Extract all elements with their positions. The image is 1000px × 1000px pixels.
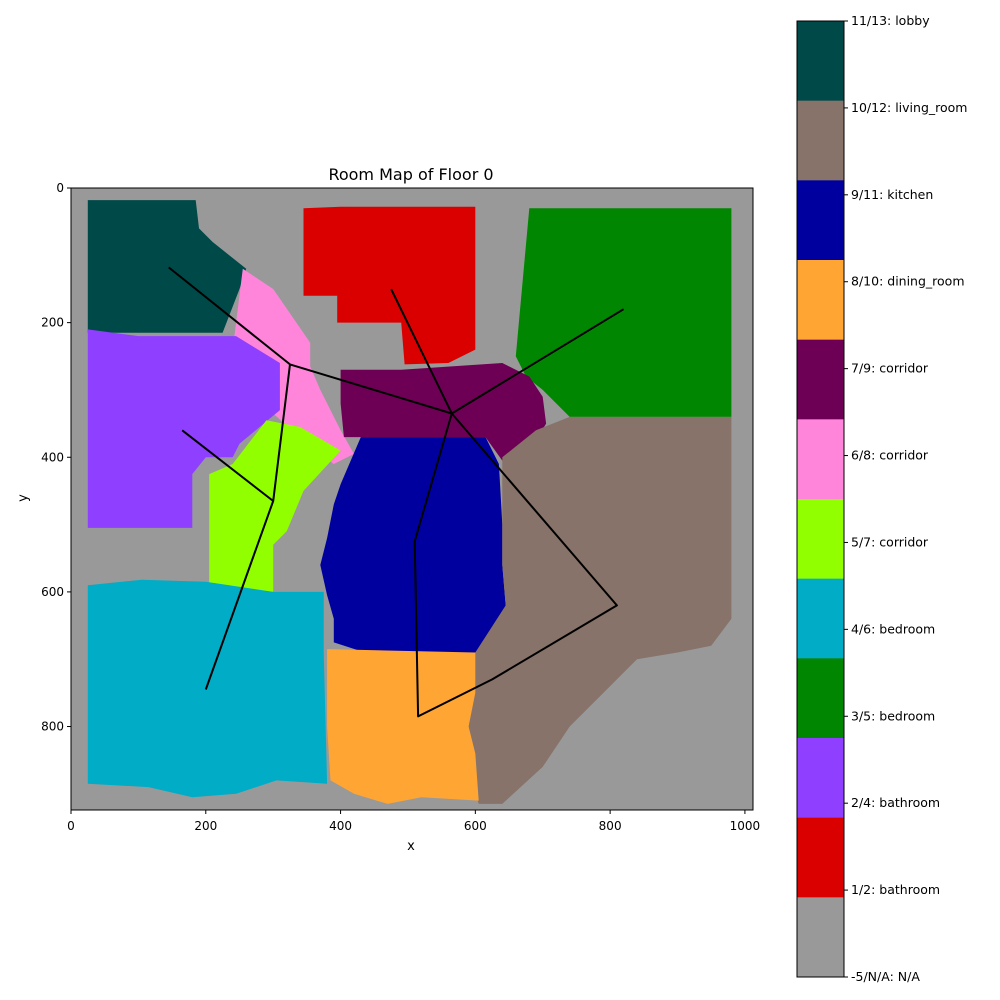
room-bedroom	[515, 208, 732, 417]
colorbar-frame	[796, 20, 845, 978]
room-corridor	[222, 268, 354, 464]
colorbar-cell-corridor	[797, 339, 844, 420]
x-tick-label: 1000	[730, 819, 761, 833]
room-regions	[87, 200, 732, 804]
y-tick-label: 0	[56, 181, 64, 195]
connection-paths	[168, 266, 625, 718]
colorbar-label: 11/13: lobby	[851, 13, 930, 28]
colorbar-label: 1/2: bathroom	[851, 882, 940, 897]
colorbar-cell-lobby	[797, 21, 844, 102]
connection-path	[181, 429, 274, 502]
connection-path	[168, 266, 625, 415]
colorbar-label: -5/N/A: N/A	[851, 969, 920, 984]
room-bedroom	[87, 579, 328, 798]
x-tick-label: 800	[599, 819, 622, 833]
y-tick-label: 600	[41, 585, 64, 599]
y-tick-label: 400	[41, 450, 64, 464]
room-bathroom	[87, 329, 280, 528]
y-axis-label: y	[16, 494, 31, 502]
x-axis-label: x	[407, 839, 415, 854]
colorbar-label: 7/9: corridor	[851, 361, 929, 376]
room-living-room	[468, 416, 732, 804]
y-tick-label: 200	[41, 316, 64, 330]
colorbar-cell-living-room	[797, 100, 844, 181]
colorbar-cell-dining-room	[797, 260, 844, 341]
room-dining-room	[327, 649, 479, 804]
y-axis-ticks: 0 200 400 600 800	[41, 181, 71, 734]
room-lobby	[87, 200, 247, 333]
colorbar: 11/13: lobby 10/12: living_room 9/11: kitc…	[796, 13, 967, 984]
chart-title: Room Map of Floor 0	[328, 165, 493, 184]
y-tick-label: 800	[41, 720, 64, 734]
room-corridor	[209, 420, 341, 592]
room-kitchen	[320, 437, 506, 653]
colorbar-label: 8/10: dining_room	[851, 274, 965, 289]
colorbar-label: 10/12: living_room	[851, 100, 967, 115]
x-tick-label: 600	[464, 819, 487, 833]
colorbar-label: 3/5: bedroom	[851, 708, 935, 723]
x-axis-ticks: 0 200 400 600 800 1000	[67, 810, 760, 833]
x-tick-label: 400	[329, 819, 352, 833]
colorbar-cell-corridor	[797, 499, 844, 580]
x-tick-label: 0	[67, 819, 75, 833]
plot-area: 0 200 400 600 800 1000 0 200 400 600 800	[41, 181, 760, 833]
connection-path	[390, 288, 618, 718]
room-bathroom	[303, 206, 476, 365]
colorbar-cell-bathroom	[797, 738, 844, 819]
colorbar-label: 9/11: kitchen	[851, 187, 933, 202]
colorbar-label: 4/6: bedroom	[851, 621, 935, 636]
colorbar-label: 6/8: corridor	[851, 448, 929, 463]
plot-frame	[70, 187, 754, 811]
colorbar-cell-kitchen	[797, 180, 844, 261]
colorbar-label: 2/4: bathroom	[851, 795, 940, 810]
colorbar-cell-bedroom	[797, 578, 844, 659]
colorbar-label: 5/7: corridor	[851, 534, 929, 549]
colorbar-cell-bathroom	[797, 817, 844, 898]
x-tick-label: 200	[194, 819, 217, 833]
colorbar-cell-n-a	[797, 897, 844, 978]
colorbar-cell-bedroom	[797, 658, 844, 739]
colorbar-cells	[797, 21, 844, 978]
colorbar-labels: 11/13: lobby 10/12: living_room 9/11: kitc…	[844, 13, 967, 984]
colorbar-cell-corridor	[797, 419, 844, 500]
